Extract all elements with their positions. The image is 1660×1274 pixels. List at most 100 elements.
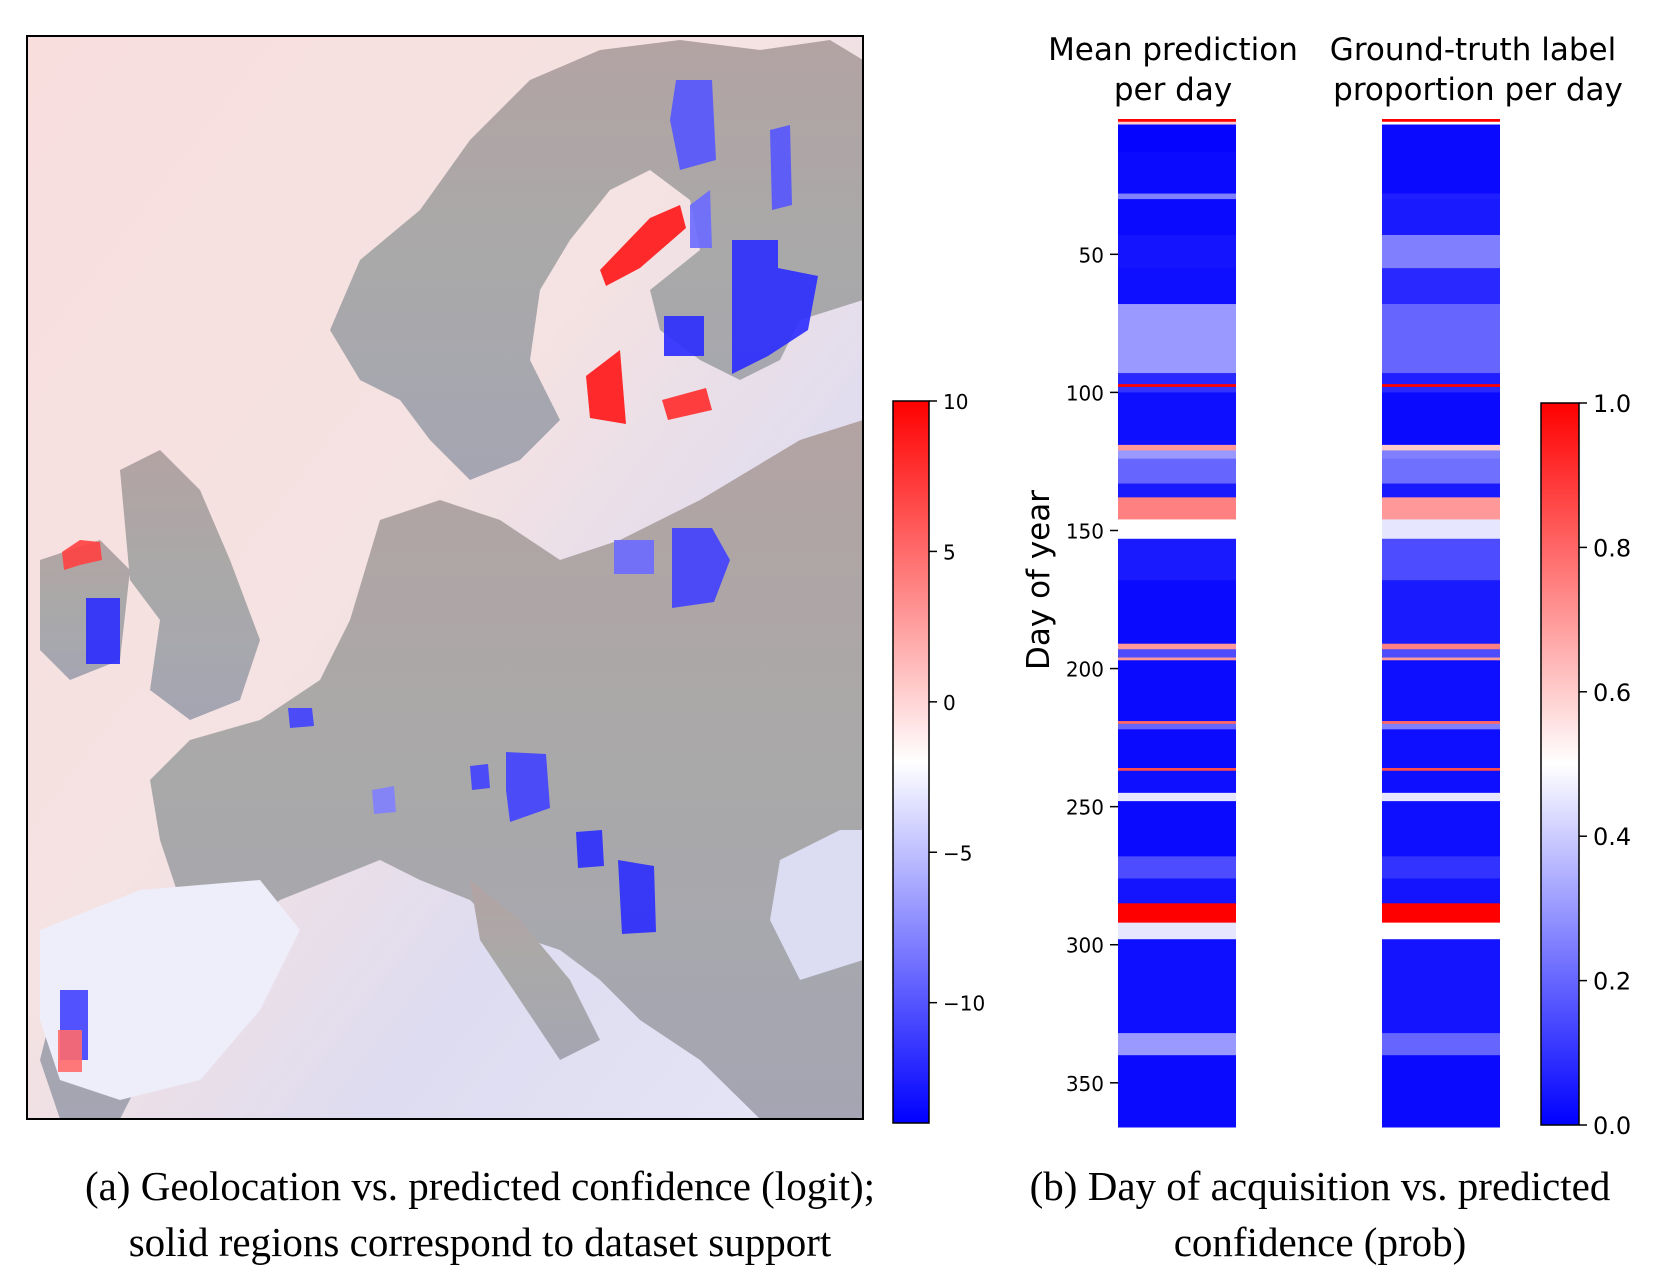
great-britain-land xyxy=(120,450,260,720)
strip1-title-line1: Mean prediction xyxy=(1048,32,1298,68)
label-band xyxy=(1382,657,1500,661)
continental-europe-land xyxy=(40,420,863,1119)
prediction-band xyxy=(1118,152,1236,195)
day-tick-label: 350 xyxy=(1066,1072,1104,1096)
region-netherlands-belgium xyxy=(288,708,314,728)
region-lithuania xyxy=(672,528,730,608)
prediction-band xyxy=(1118,767,1236,772)
prediction-band xyxy=(1118,458,1236,485)
day-tick-label: 150 xyxy=(1066,519,1104,543)
label-band xyxy=(1382,660,1500,722)
prediction-band xyxy=(1118,723,1236,730)
prediction-band xyxy=(1118,384,1236,388)
label-band xyxy=(1382,770,1500,794)
region-poland-north xyxy=(614,540,654,574)
region-western-ireland xyxy=(86,598,120,664)
prediction-band xyxy=(1118,121,1236,126)
prediction-band xyxy=(1118,770,1236,794)
label-band xyxy=(1382,801,1500,857)
prob-tick-label: 0.4 xyxy=(1593,823,1631,851)
prediction-band xyxy=(1118,373,1236,385)
label-band xyxy=(1382,384,1500,388)
label-band xyxy=(1382,538,1500,581)
day-of-year-panel: Mean prediction per day Ground-truth lab… xyxy=(1021,32,1623,1128)
scandinavia-land xyxy=(330,40,863,480)
y-axis-label: Day of year xyxy=(1021,490,1057,670)
label-band xyxy=(1382,121,1500,126)
label-band xyxy=(1382,450,1500,460)
region-southwest-iberia xyxy=(58,1030,82,1072)
prediction-band xyxy=(1118,660,1236,722)
y-axis-ticks: 50 100 150 200 250 300 350 xyxy=(1066,243,1118,1096)
prediction-band xyxy=(1118,649,1236,659)
label-band xyxy=(1382,1055,1500,1128)
region-estonia-latvia xyxy=(732,240,818,374)
prediction-band xyxy=(1118,538,1236,581)
label-band xyxy=(1382,444,1500,451)
prediction-band xyxy=(1118,234,1236,269)
prediction-band xyxy=(1118,268,1236,305)
label-band xyxy=(1382,119,1500,123)
prediction-band xyxy=(1118,721,1236,725)
day-tick-label: 300 xyxy=(1066,934,1104,958)
logit-tick-label: 0 xyxy=(943,691,956,715)
label-band xyxy=(1382,643,1500,650)
prediction-band xyxy=(1118,801,1236,857)
label-band xyxy=(1382,721,1500,725)
label-band xyxy=(1382,193,1500,200)
label-band xyxy=(1382,124,1500,153)
prob-tick-label: 0.2 xyxy=(1593,968,1631,996)
logit-tick-label: 10 xyxy=(943,390,968,414)
region-gotland-west xyxy=(586,350,626,424)
prediction-band xyxy=(1118,643,1236,650)
label-band xyxy=(1382,458,1500,485)
prob-tick-label: 0.0 xyxy=(1593,1112,1631,1140)
label-band xyxy=(1382,386,1500,393)
caption-b: (b) Day of acquisition vs. predicted con… xyxy=(980,1158,1660,1270)
prediction-band xyxy=(1118,119,1236,123)
prediction-band xyxy=(1118,386,1236,393)
caption-a-line1: (a) Geolocation vs. predicted confidence… xyxy=(84,1163,876,1209)
day-tick-label: 50 xyxy=(1079,243,1104,267)
prediction-band xyxy=(1118,199,1236,236)
prediction-band xyxy=(1118,193,1236,200)
label-band xyxy=(1382,1033,1500,1056)
prediction-band xyxy=(1118,1055,1236,1128)
label-band xyxy=(1382,922,1500,940)
prediction-band xyxy=(1118,903,1236,924)
strip2-title-line2: proportion per day xyxy=(1333,72,1623,108)
prob-tick-label: 1.0 xyxy=(1593,390,1631,418)
region-northern-scandinavia xyxy=(670,80,716,170)
region-austria xyxy=(506,752,550,822)
prediction-band xyxy=(1118,792,1236,802)
region-hungary xyxy=(576,830,604,868)
ground-truth-strip xyxy=(1382,119,1500,1128)
prob-tick-label: 0.8 xyxy=(1593,534,1631,562)
prediction-band xyxy=(1118,304,1236,374)
label-band xyxy=(1382,268,1500,305)
label-band xyxy=(1382,519,1500,540)
map-frame xyxy=(26,35,864,1120)
label-band xyxy=(1382,723,1500,730)
label-band xyxy=(1382,649,1500,659)
label-band xyxy=(1382,767,1500,772)
prediction-band xyxy=(1118,939,1236,1034)
label-band xyxy=(1382,729,1500,769)
label-band xyxy=(1382,483,1500,498)
label-band xyxy=(1382,199,1500,236)
iberia-land xyxy=(40,880,300,1100)
prediction-band xyxy=(1118,497,1236,520)
logit-tick-label: 5 xyxy=(943,540,956,564)
label-band xyxy=(1382,792,1500,802)
prediction-band xyxy=(1118,580,1236,645)
land-masses xyxy=(40,40,863,1119)
region-southern-finland-north xyxy=(690,190,712,248)
prediction-band xyxy=(1118,657,1236,661)
prediction-band xyxy=(1118,1033,1236,1056)
caption-b-line1: (b) Day of acquisition vs. predicted xyxy=(1029,1163,1611,1209)
prob-tick-label: 0.6 xyxy=(1593,679,1631,707)
label-band xyxy=(1382,878,1500,904)
logit-tick-label: −10 xyxy=(943,992,985,1016)
prediction-band xyxy=(1118,519,1236,540)
